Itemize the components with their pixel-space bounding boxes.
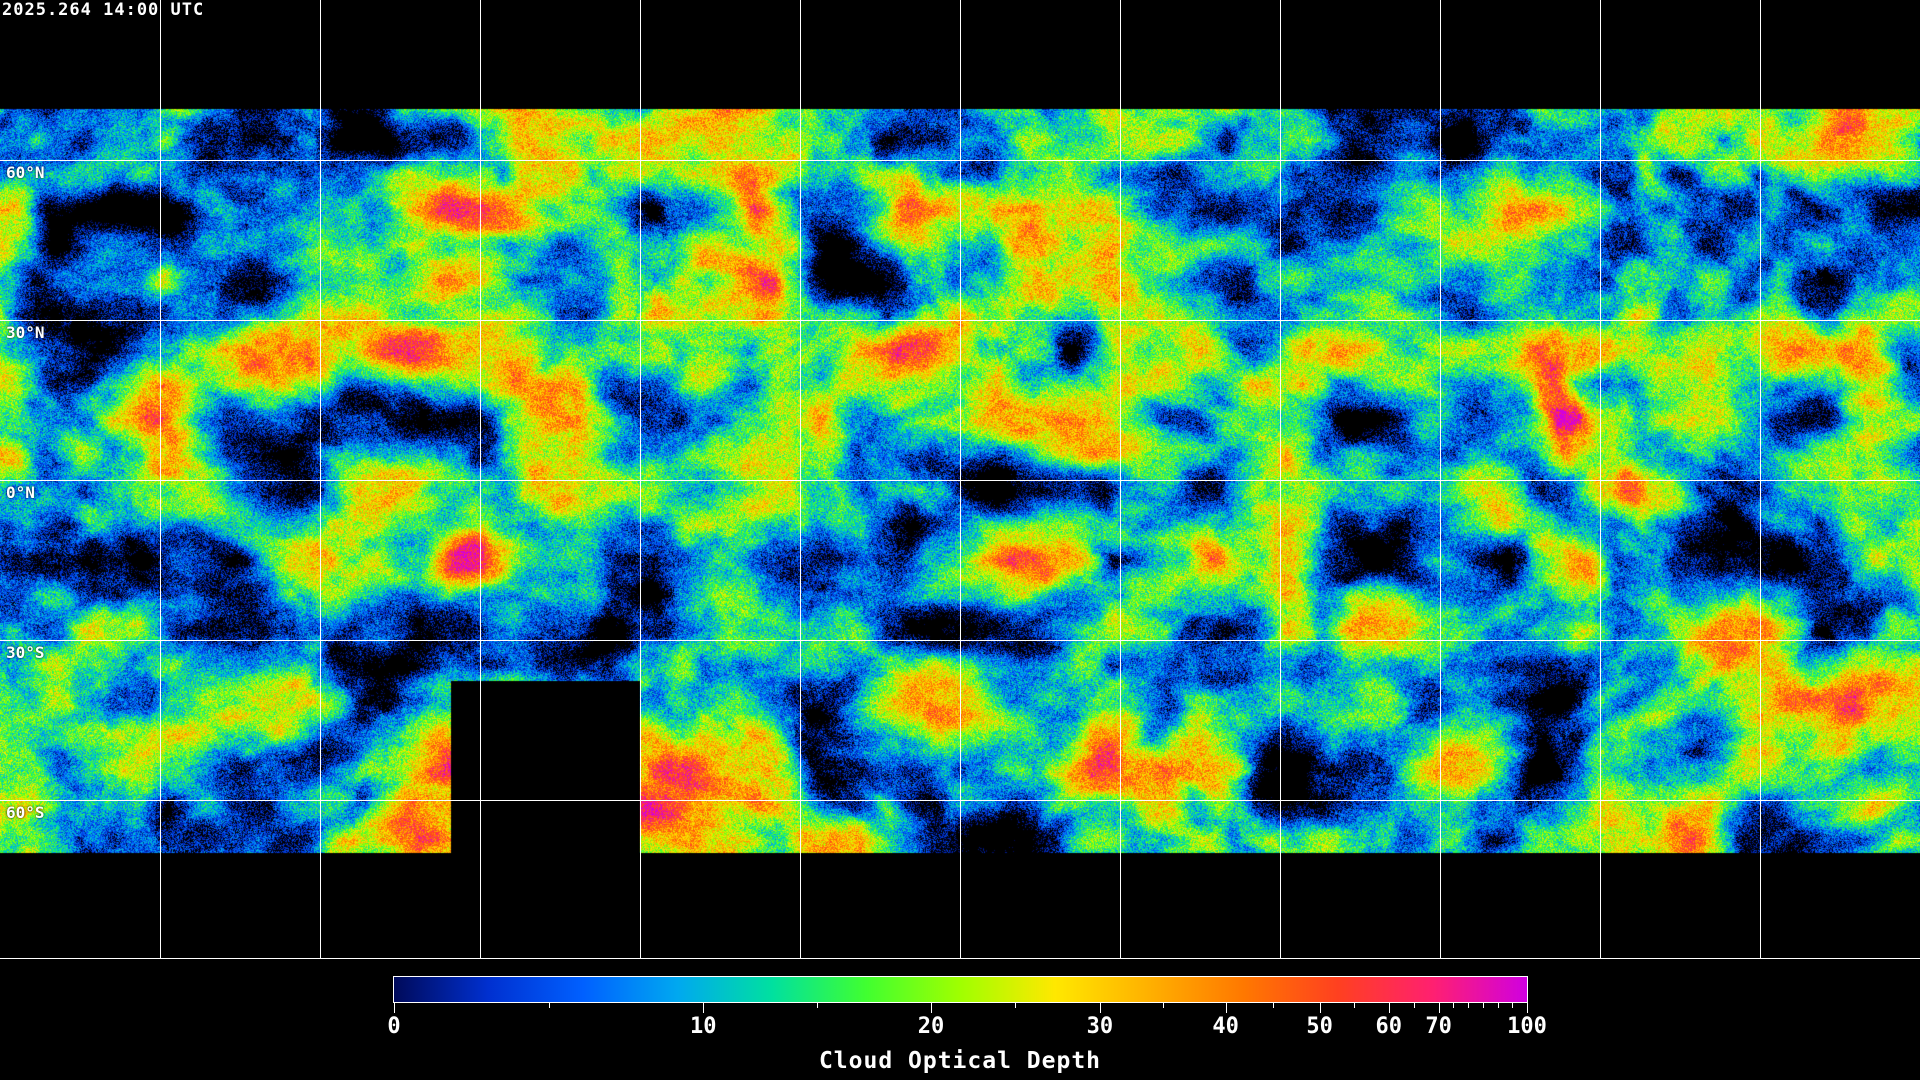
- colorbar-minor-tick: [1482, 1003, 1484, 1008]
- latitude-gridline: [0, 320, 1920, 321]
- colorbar-minor-tick: [548, 1003, 550, 1008]
- colorbar-major-tick: [1319, 1003, 1321, 1013]
- longitude-gridline: [1440, 0, 1441, 958]
- latitude-gridline: [0, 800, 1920, 801]
- colorbar-major-tick: [1388, 1003, 1390, 1013]
- latitude-label: 30°S: [6, 643, 45, 662]
- latitude-label: 60°N: [6, 163, 45, 182]
- colorbar-minor-tick: [817, 1003, 819, 1008]
- colorbar-minor-tick: [1512, 1003, 1514, 1008]
- colorbar-title: Cloud Optical Depth: [818, 1048, 1102, 1074]
- colorbar-tick-label: 100: [1507, 1014, 1547, 1039]
- colorbar-major-tick: [1225, 1003, 1227, 1013]
- colorbar-major-tick: [1527, 1003, 1528, 1013]
- colorbar-minor-tick: [1015, 1003, 1017, 1008]
- colorbar-tick-label: 10: [690, 1014, 717, 1039]
- colorbar-minor-tick: [1162, 1003, 1164, 1008]
- latitude-gridline: [0, 640, 1920, 641]
- latitude-gridline: [0, 480, 1920, 481]
- colorbar-minor-tick: [1413, 1003, 1415, 1008]
- colorbar-tick-label: 70: [1425, 1014, 1452, 1039]
- colorbar-minor-tick: [1468, 1003, 1470, 1008]
- colorbar-tick-label: 30: [1086, 1014, 1114, 1039]
- cloud-optical-depth-map: 60°N 30°N 0°N 30°S 60°S: [0, 0, 1920, 960]
- colorbar-tick-label: 0: [387, 1014, 401, 1039]
- colorbar-tick-label: 40: [1212, 1014, 1239, 1039]
- colorbar-major-tick: [394, 1003, 395, 1013]
- map-border: [0, 958, 1920, 959]
- colorbar-minor-tick: [1272, 1003, 1274, 1008]
- colorbar-minor-tick: [1453, 1003, 1455, 1008]
- longitude-gridline: [1600, 0, 1601, 958]
- colorbar-minor-tick: [1354, 1003, 1356, 1008]
- longitude-gridline: [1760, 0, 1761, 958]
- timestamp: 2025.264 14:00 UTC: [2, 0, 205, 20]
- colorbar-minor-tick: [1497, 1003, 1499, 1008]
- colorbar-major-tick: [1438, 1003, 1440, 1013]
- longitude-gridline: [640, 0, 641, 958]
- colorbar-major-tick: [1099, 1003, 1101, 1013]
- longitude-gridline: [1120, 0, 1121, 958]
- latitude-label: 30°N: [6, 323, 45, 342]
- colorbar-tick-label: 20: [917, 1014, 945, 1039]
- longitude-gridline: [1280, 0, 1281, 958]
- latitude-label: 60°S: [6, 803, 45, 822]
- latitude-label: 0°N: [6, 483, 35, 502]
- latitude-gridline: [0, 160, 1920, 161]
- colorbar-major-tick: [703, 1003, 705, 1013]
- colorbar-tick-label: 50: [1306, 1014, 1333, 1039]
- colorbar: [393, 976, 1528, 1003]
- colorbar-tick-label: 60: [1375, 1014, 1403, 1039]
- longitude-gridline: [320, 0, 321, 958]
- longitude-gridline: [160, 0, 161, 958]
- longitude-gridline: [480, 0, 481, 958]
- colorbar-major-tick: [931, 1003, 933, 1013]
- longitude-gridline: [960, 0, 961, 958]
- longitude-gridline: [800, 0, 801, 958]
